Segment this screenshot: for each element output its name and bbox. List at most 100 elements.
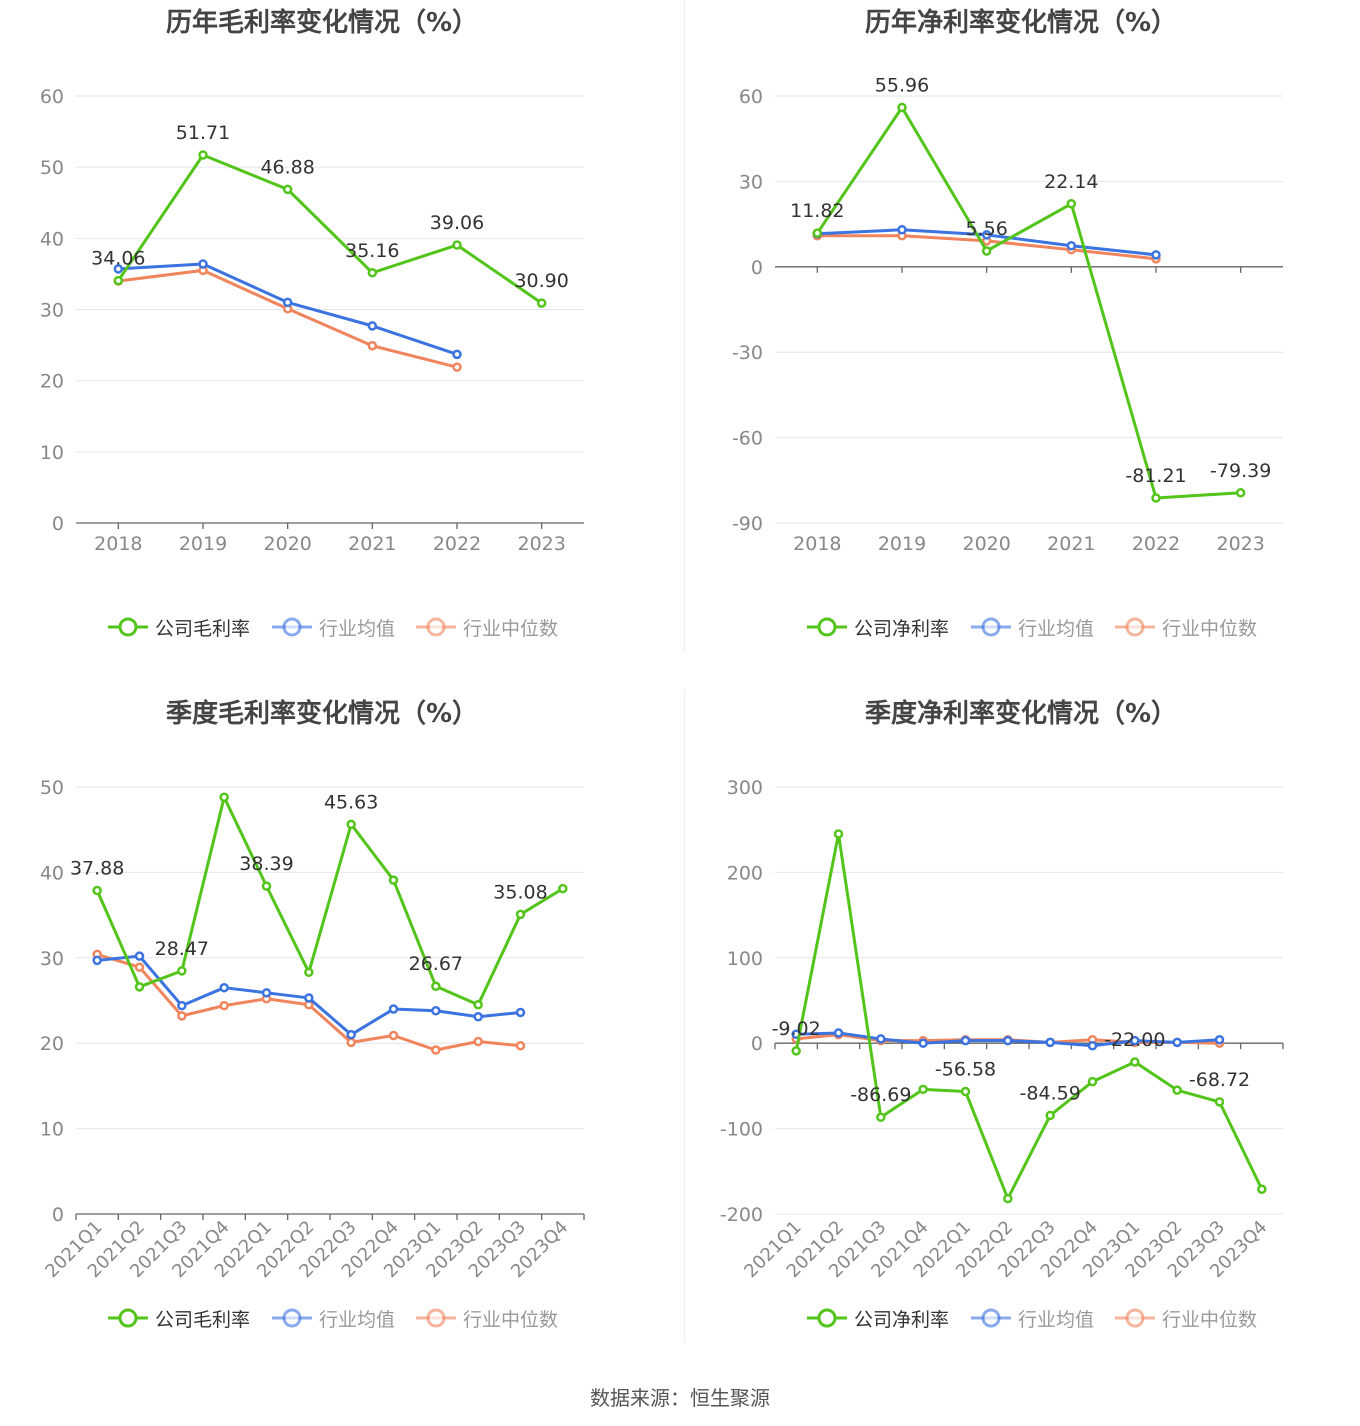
data-point-company xyxy=(918,1084,928,1095)
legend-marker-icon xyxy=(426,1308,446,1328)
legend-label: 行业均值 xyxy=(319,1309,395,1331)
y-tick-label: 0 xyxy=(751,257,763,279)
data-point-median xyxy=(134,962,145,972)
series-line-median xyxy=(118,268,458,369)
y-tick-label: 40 xyxy=(40,228,64,250)
legend-label: 行业均值 xyxy=(319,618,395,640)
y-tick-label: 60 xyxy=(739,86,763,108)
data-point-avg xyxy=(1066,240,1077,251)
data-point-company xyxy=(1130,1057,1140,1067)
legend-item-avg[interactable]: 行业均值 xyxy=(272,1308,395,1331)
data-point-avg xyxy=(113,264,124,274)
legend-item-company[interactable]: 公司毛利率 xyxy=(108,1308,250,1331)
data-point-company xyxy=(981,246,992,256)
data-point-avg xyxy=(219,982,229,993)
chart-annual-gross-margin: 历年毛利率变化情况（%） 0 10 20 30 40 50 60 2018 2019 2020 20… xyxy=(0,0,680,680)
legend-marker-icon xyxy=(282,1308,302,1328)
data-point-company xyxy=(1066,199,1077,209)
legend-label: 行业均值 xyxy=(1018,1309,1094,1331)
chart-title: 季度净利率变化情况（%） xyxy=(864,699,1178,729)
y-tick-label: 200 xyxy=(727,862,763,884)
data-point-avg xyxy=(346,1029,356,1040)
data-point-avg xyxy=(1003,1035,1013,1046)
legend-item-avg[interactable]: 行业均值 xyxy=(971,1308,1094,1331)
legend-item-avg[interactable]: 行业均值 xyxy=(272,617,395,640)
chart-svg: 0 10 20 30 40 50 60 2018 2019 2020 2021 2022 2023 34.… xyxy=(40,86,584,640)
series-line-company xyxy=(95,795,564,1007)
y-tick-label: -100 xyxy=(720,1119,763,1141)
data-point-company xyxy=(431,981,441,991)
legend-item-company[interactable]: 公司净利率 xyxy=(807,617,949,640)
data-point-avg xyxy=(431,1005,441,1016)
y-tick-label: -60 xyxy=(732,428,763,450)
y-tick-label: 10 xyxy=(40,1119,64,1141)
x-tick-label: 2020 xyxy=(962,533,1010,555)
legend-item-company[interactable]: 公司毛利率 xyxy=(108,617,250,640)
x-tick-label: 2018 xyxy=(94,533,142,555)
data-point-company xyxy=(536,298,547,308)
data-label: 46.88 xyxy=(260,156,314,178)
series-line-company xyxy=(794,832,1264,1201)
chart-annual-net-margin: 历年净利率变化情况（%） -90 -60 -30 0 30 60 2018 2019 2020 2… xyxy=(699,0,1360,680)
data-point-avg xyxy=(261,988,272,998)
data-point-company xyxy=(388,875,399,885)
data-point-avg xyxy=(282,297,293,308)
data-point-company xyxy=(346,819,356,830)
data-point-median xyxy=(177,1011,187,1021)
x-tick-label: 2020 xyxy=(263,533,311,555)
x-tick-label: 2019 xyxy=(179,533,227,555)
data-point-avg xyxy=(833,1028,844,1038)
data-label: 35.16 xyxy=(345,240,399,262)
y-tick-label: 100 xyxy=(727,948,763,970)
data-label: 26.67 xyxy=(409,953,463,975)
data-label: 35.08 xyxy=(493,881,547,903)
data-point-avg xyxy=(473,1011,483,1022)
series-line-company xyxy=(816,106,1241,500)
data-point-company xyxy=(473,1000,483,1010)
data-label: 45.63 xyxy=(324,791,378,813)
data-label: -56.58 xyxy=(935,1059,996,1081)
data-point-avg xyxy=(1045,1037,1055,1048)
x-tick-label: 2023 xyxy=(517,533,565,555)
legend-item-median[interactable]: 行业中位数 xyxy=(416,617,558,640)
data-label: 55.96 xyxy=(875,75,929,97)
legend-item-median[interactable]: 行业中位数 xyxy=(416,1308,558,1331)
data-label: -22.00 xyxy=(1104,1029,1165,1051)
data-point-median xyxy=(346,1037,356,1048)
data-point-avg xyxy=(198,259,208,269)
legend-marker-icon xyxy=(1125,1308,1145,1328)
data-point-company xyxy=(219,792,229,802)
legend-marker-icon xyxy=(118,617,138,637)
y-tick-label: 10 xyxy=(40,442,64,464)
legend-item-median[interactable]: 行业中位数 xyxy=(1115,1308,1257,1331)
data-point-company xyxy=(113,275,124,286)
legend-label: 公司毛利率 xyxy=(155,618,250,640)
data-point-company xyxy=(1214,1097,1225,1107)
legend-item-avg[interactable]: 行业均值 xyxy=(971,617,1094,640)
data-point-company xyxy=(1235,488,1246,498)
chart-title: 季度毛利率变化情况（%） xyxy=(165,699,479,729)
legend-label: 行业中位数 xyxy=(1162,618,1257,640)
data-point-company xyxy=(812,228,823,238)
data-label: 51.71 xyxy=(176,122,230,144)
y-tick-label: 0 xyxy=(52,1204,64,1226)
y-tick-label: -200 xyxy=(720,1204,763,1226)
divider xyxy=(684,690,685,1342)
data-point-avg xyxy=(1087,1041,1098,1051)
data-point-company xyxy=(367,268,378,278)
data-point-median xyxy=(219,1000,229,1011)
data-point-company xyxy=(452,240,462,250)
data-point-avg xyxy=(452,349,462,360)
data-label: 39.06 xyxy=(430,212,484,234)
data-point-avg xyxy=(981,230,992,240)
legend-item-company[interactable]: 公司净利率 xyxy=(807,1308,949,1331)
data-point-avg xyxy=(960,1035,971,1046)
legend-marker-icon xyxy=(981,617,1001,637)
data-label: 30.90 xyxy=(514,270,568,292)
data-point-company xyxy=(1151,493,1161,503)
legend-item-median[interactable]: 行业中位数 xyxy=(1115,617,1257,640)
data-point-median xyxy=(515,1041,526,1051)
data-point-company xyxy=(1087,1076,1098,1087)
data-label: -79.39 xyxy=(1210,460,1271,482)
data-point-avg xyxy=(897,225,907,235)
